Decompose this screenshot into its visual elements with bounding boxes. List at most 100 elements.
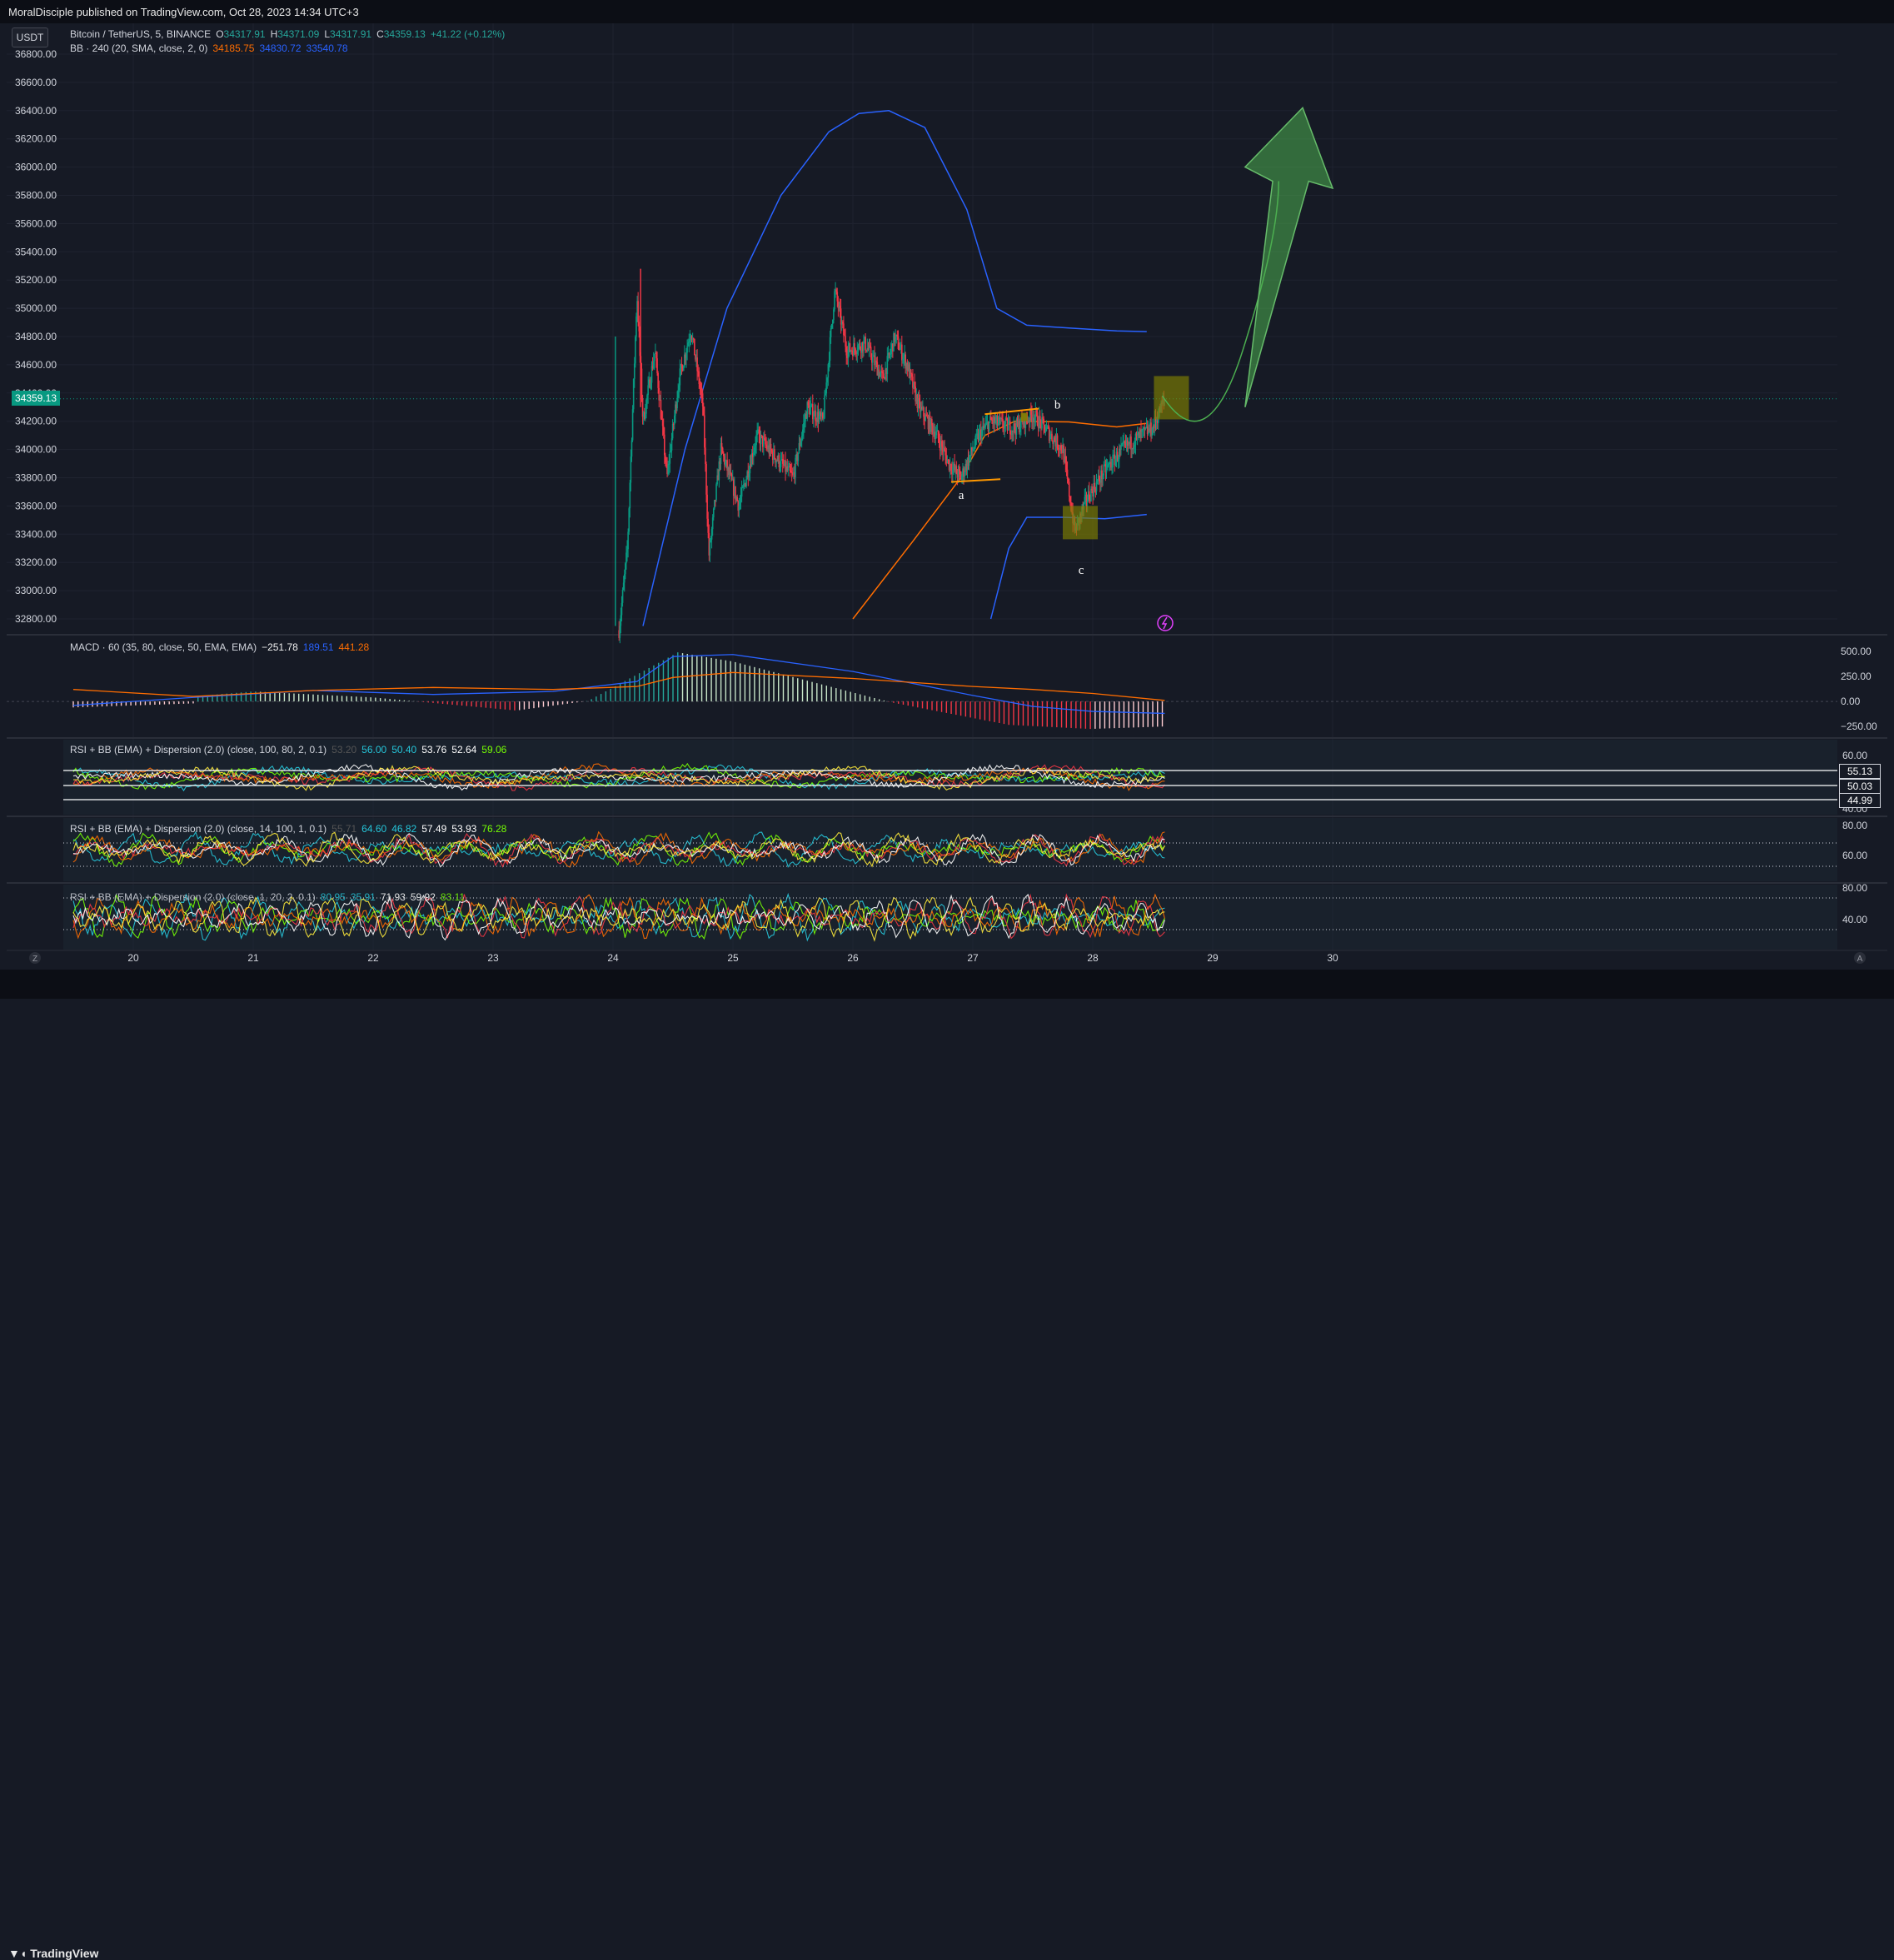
close-value: 34359.13 <box>383 28 426 40</box>
candle-body <box>628 508 631 532</box>
candle-body <box>873 355 875 357</box>
alert-bolt-icon <box>1161 616 1168 630</box>
candle-body <box>847 349 850 358</box>
candle-body <box>750 453 753 467</box>
price-tick-label: 34000.00 <box>15 444 57 456</box>
chart-canvas[interactable]: a b c 36800.00 36600.00 36400.00 36200.00 3600… <box>0 23 1894 970</box>
time-tick-label: 29 <box>1207 952 1219 964</box>
rsi3-name[interactable]: RSI + BB (EMA) + Dispersion (2.0) (close… <box>70 891 316 903</box>
wave-label-c: c <box>1079 564 1084 577</box>
bullish-arrow <box>1244 107 1334 407</box>
candle-body <box>795 454 797 458</box>
candle-body <box>730 474 733 481</box>
candle-body <box>655 352 656 354</box>
candle-body <box>1155 420 1158 422</box>
close-label: C <box>376 28 384 40</box>
candle-body <box>739 501 741 506</box>
candle-body <box>1049 436 1051 441</box>
candle-body <box>839 306 841 309</box>
candle-body <box>909 369 911 378</box>
rsi3-v5: 83.11 <box>440 891 466 903</box>
candle-body <box>1044 425 1046 433</box>
candle-body <box>860 348 862 353</box>
candle-body <box>845 347 847 356</box>
candle-body <box>677 390 679 398</box>
low-label: L <box>324 28 331 40</box>
candle-body <box>789 466 791 471</box>
candle-body <box>1144 427 1147 429</box>
currency-unit-button[interactable]: USDT <box>12 27 48 47</box>
rsi3-v1: 80.95 <box>320 891 346 903</box>
candle-body <box>631 409 634 441</box>
rsi-pane-2 <box>63 818 1837 881</box>
rsi-tick-label: 80.00 <box>1842 820 1867 831</box>
candle-body <box>1115 451 1118 459</box>
candle-body <box>635 316 637 337</box>
candle-body <box>1044 431 1047 433</box>
candle-body <box>721 447 724 454</box>
candle-body <box>1004 418 1007 424</box>
candle-body <box>978 431 980 441</box>
candle-body <box>678 385 680 391</box>
candle-body <box>980 429 982 440</box>
candle-body <box>878 369 880 377</box>
candle-body <box>687 342 689 347</box>
candle-body <box>668 463 670 466</box>
candle-body <box>754 447 755 452</box>
candle-body <box>1102 475 1104 480</box>
candle-body <box>1113 454 1115 456</box>
candle-body <box>1104 464 1106 466</box>
candle-body <box>929 416 931 432</box>
rsi-tick-label: 60.00 <box>1842 750 1867 761</box>
candle-body <box>1134 444 1136 447</box>
candle-body <box>1093 482 1095 497</box>
price-tick-label: 33400.00 <box>15 528 57 540</box>
candle-body <box>623 574 626 583</box>
candle-body <box>981 430 983 440</box>
candle-body <box>915 387 916 401</box>
candle-body <box>890 348 892 354</box>
candle-body <box>964 472 965 477</box>
candle-body <box>1018 421 1020 432</box>
time-tick-label: 30 <box>1327 952 1338 964</box>
candle-body <box>777 455 780 461</box>
alert-icon[interactable] <box>1157 615 1174 631</box>
candle-body <box>699 384 701 388</box>
candle-body <box>820 412 822 416</box>
price-tick-label: 33200.00 <box>15 556 57 568</box>
candle-body <box>697 371 700 372</box>
bb-basis-line <box>852 420 1147 620</box>
rsi1-name[interactable]: RSI + BB (EMA) + Dispersion (2.0) (close… <box>70 744 327 756</box>
zoom-reset-button[interactable] <box>29 952 41 964</box>
rsi2-name[interactable]: RSI + BB (EMA) + Dispersion (2.0) (close… <box>70 823 327 835</box>
candle-body <box>1142 428 1144 431</box>
macd-name[interactable]: MACD · 60 (35, 80, close, 50, EMA, EMA) <box>70 641 257 653</box>
axis-labels: 36800.00 36600.00 36400.00 36200.00 36000.00… <box>15 48 1877 964</box>
candle-body <box>826 377 829 383</box>
candle-body <box>1065 462 1068 470</box>
candle-body <box>652 361 655 369</box>
candle-body <box>717 475 720 481</box>
candle-body <box>786 466 789 471</box>
candle-body <box>1112 454 1114 467</box>
symbol-name[interactable]: Bitcoin / TetherUS, 5, BINANCE <box>70 28 212 40</box>
candle-body <box>810 405 812 408</box>
candle-body <box>1009 421 1011 435</box>
candle-body <box>1066 469 1069 479</box>
candle-body <box>906 362 909 371</box>
candle-body <box>810 404 813 406</box>
candle-body <box>1154 416 1156 429</box>
candle-body <box>1003 426 1004 429</box>
candle-body <box>675 404 676 416</box>
candle-body <box>858 342 860 346</box>
candle-body <box>887 352 890 357</box>
candle-body <box>629 482 631 509</box>
candle-body <box>766 446 768 450</box>
candle-body <box>796 454 799 461</box>
candle-body <box>746 471 748 480</box>
auto-scale-button[interactable] <box>1854 952 1866 964</box>
bb-name[interactable]: BB · 240 (20, SMA, close, 2, 0) <box>70 42 208 54</box>
tradingview-logo[interactable]: ▼◖ TradingView <box>8 1947 98 1960</box>
rsi-series-line <box>72 830 1165 868</box>
candle-body <box>709 541 711 556</box>
